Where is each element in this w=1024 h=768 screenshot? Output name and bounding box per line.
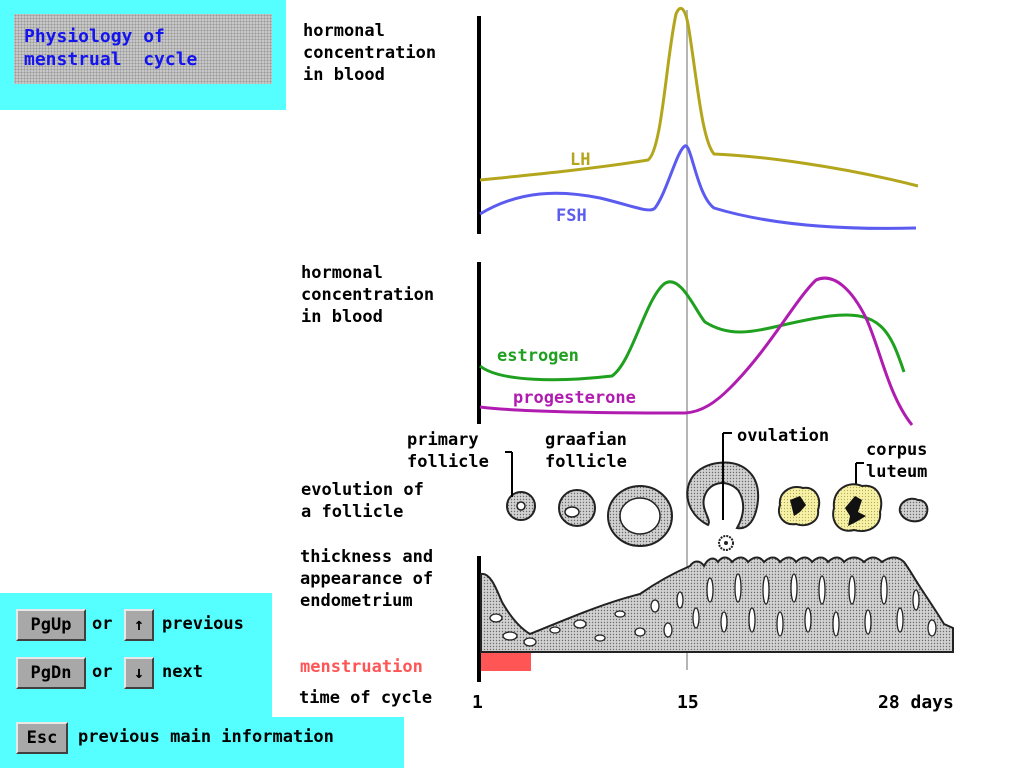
time-of-cycle-label: time of cycle	[299, 688, 433, 708]
fsh-curve	[479, 144, 917, 230]
estrogen-label: estrogen	[497, 346, 579, 366]
fsh-label: FSH	[556, 206, 587, 226]
tick-day-15: 15	[677, 692, 699, 713]
endometrium-label: thickness and appearance of endometrium	[300, 547, 434, 611]
gonadotropin-axis-label: hormonal concentration in blood	[303, 21, 437, 85]
ovarian-axis-label: hormonal concentration in blood	[301, 263, 435, 327]
endometrium-drawing	[480, 556, 954, 653]
next-label[interactable]: next	[162, 662, 203, 682]
tick-day-28: 28 days	[878, 692, 954, 713]
tick-day-1: 1	[472, 692, 483, 713]
corpus-luteum-annotation: corpus luteum	[866, 440, 928, 482]
lh-curve	[479, 7, 919, 188]
pgup-key[interactable]: PgUp	[16, 609, 86, 641]
progesterone-label: progesterone	[513, 388, 636, 408]
previous-main-information-label[interactable]: previous main information	[78, 727, 334, 747]
or-label-2: or	[92, 662, 113, 682]
estrogen-curve	[479, 280, 906, 382]
page-title: Physiology of menstrual cycle	[24, 26, 198, 70]
down-arrow-key[interactable]: ↓	[124, 657, 154, 689]
follicle-label: evolution of a follicle	[301, 480, 424, 522]
up-arrow-key[interactable]: ↑	[124, 609, 154, 641]
ovulation-annotation: ovulation	[737, 426, 830, 446]
esc-key[interactable]: Esc	[16, 722, 68, 754]
primary-follicle-annotation: primary follicle	[407, 430, 489, 472]
graafian-follicle-annotation: graafian follicle	[545, 430, 627, 472]
progesterone-curve	[479, 276, 914, 426]
lh-label: LH	[570, 150, 590, 170]
menstruation-label: menstruation	[300, 657, 423, 677]
corpus-albicans-drawing	[898, 497, 929, 523]
previous-label[interactable]: previous	[162, 614, 244, 634]
ruptured-follicle-drawing	[686, 461, 760, 530]
title-box: Physiology of menstrual cycle	[14, 14, 272, 84]
menstruation-bar	[481, 653, 531, 671]
pgdn-key[interactable]: PgDn	[16, 657, 86, 689]
or-label-1: or	[92, 614, 113, 634]
